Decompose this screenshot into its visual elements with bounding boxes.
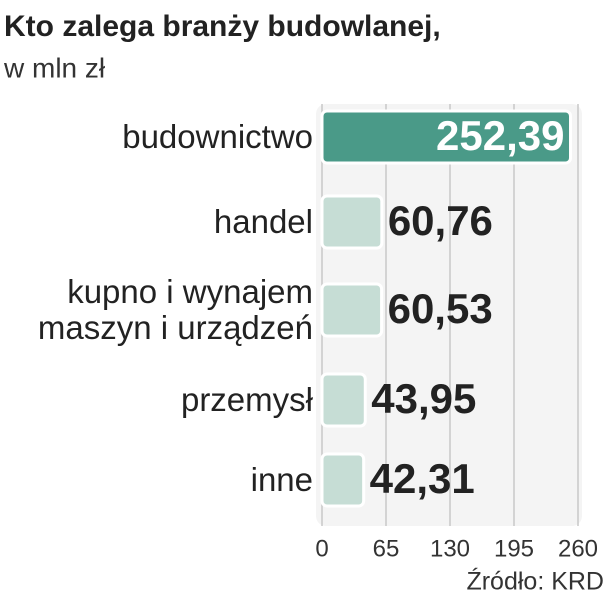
category-label: handel (213, 203, 313, 240)
bar (320, 109, 573, 165)
value-label: 43,95 (371, 375, 476, 422)
x-tick-label: 130 (430, 535, 470, 562)
bar (320, 372, 367, 428)
category-label: kupno i wynajem maszyn i urządzeń (37, 273, 313, 346)
value-label: 60,53 (388, 285, 493, 332)
value-label: 252,39 (436, 112, 564, 159)
x-tick-label: 65 (373, 535, 400, 562)
category-label: inne (250, 461, 313, 498)
category-label: przemysł (180, 381, 313, 418)
chart-title: Kto zalega branży budowlanej, (4, 10, 441, 43)
value-label: 42,31 (370, 455, 475, 502)
chart-subtitle: w mln zł (3, 52, 106, 83)
bar (320, 282, 384, 338)
x-tick-label: 195 (494, 535, 534, 562)
x-tick-label: 260 (558, 535, 598, 562)
bar (320, 452, 366, 508)
x-tick-label: 0 (315, 535, 328, 562)
category-label: budownictwo (122, 118, 313, 155)
source: Źródło: KRD (466, 567, 604, 596)
bar (320, 194, 384, 250)
value-label: 60,76 (388, 197, 493, 244)
